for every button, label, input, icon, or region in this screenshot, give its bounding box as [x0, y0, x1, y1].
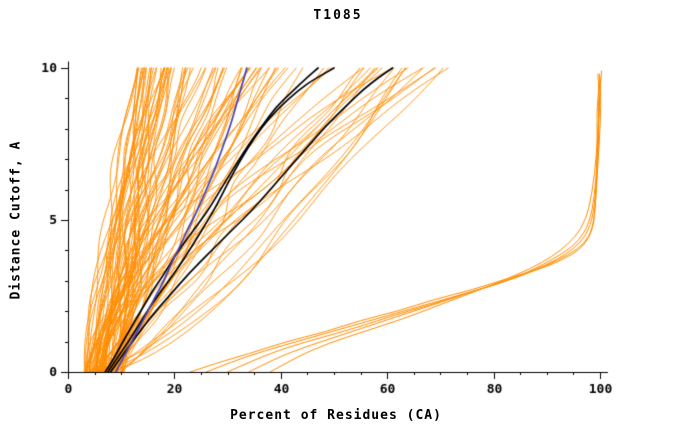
- x-axis-label: Percent of Residues (CA): [230, 408, 442, 423]
- chart-title: T1085: [313, 8, 363, 23]
- y-axis-label: Distance Cutoff, A: [8, 140, 24, 300]
